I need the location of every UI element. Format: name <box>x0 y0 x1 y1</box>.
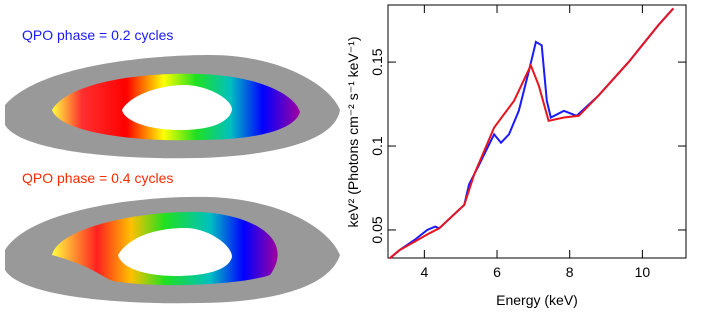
y-tick-label: 0.1 <box>369 136 385 156</box>
disk-image <box>5 196 340 304</box>
y-tick-label: 0.05 <box>369 216 385 243</box>
panel-label: QPO phase = 0.2 cycles <box>22 27 173 43</box>
x-axis-label: Energy (keV) <box>496 292 578 308</box>
x-tick-label: 6 <box>493 264 501 280</box>
x-tick-label: 4 <box>420 264 428 280</box>
data-line <box>388 7 675 260</box>
panel-label: QPO phase = 0.4 cycles <box>22 170 173 186</box>
disk-image <box>5 55 340 159</box>
y-axis-label: keV² (Photons cm⁻² s⁻¹ keV⁻¹) <box>345 37 361 228</box>
plot-frame <box>387 4 687 259</box>
x-tick-label: 8 <box>566 264 574 280</box>
data-line <box>388 7 675 260</box>
x-tick-label: 10 <box>635 264 651 280</box>
y-tick-label: 0.15 <box>369 48 385 75</box>
